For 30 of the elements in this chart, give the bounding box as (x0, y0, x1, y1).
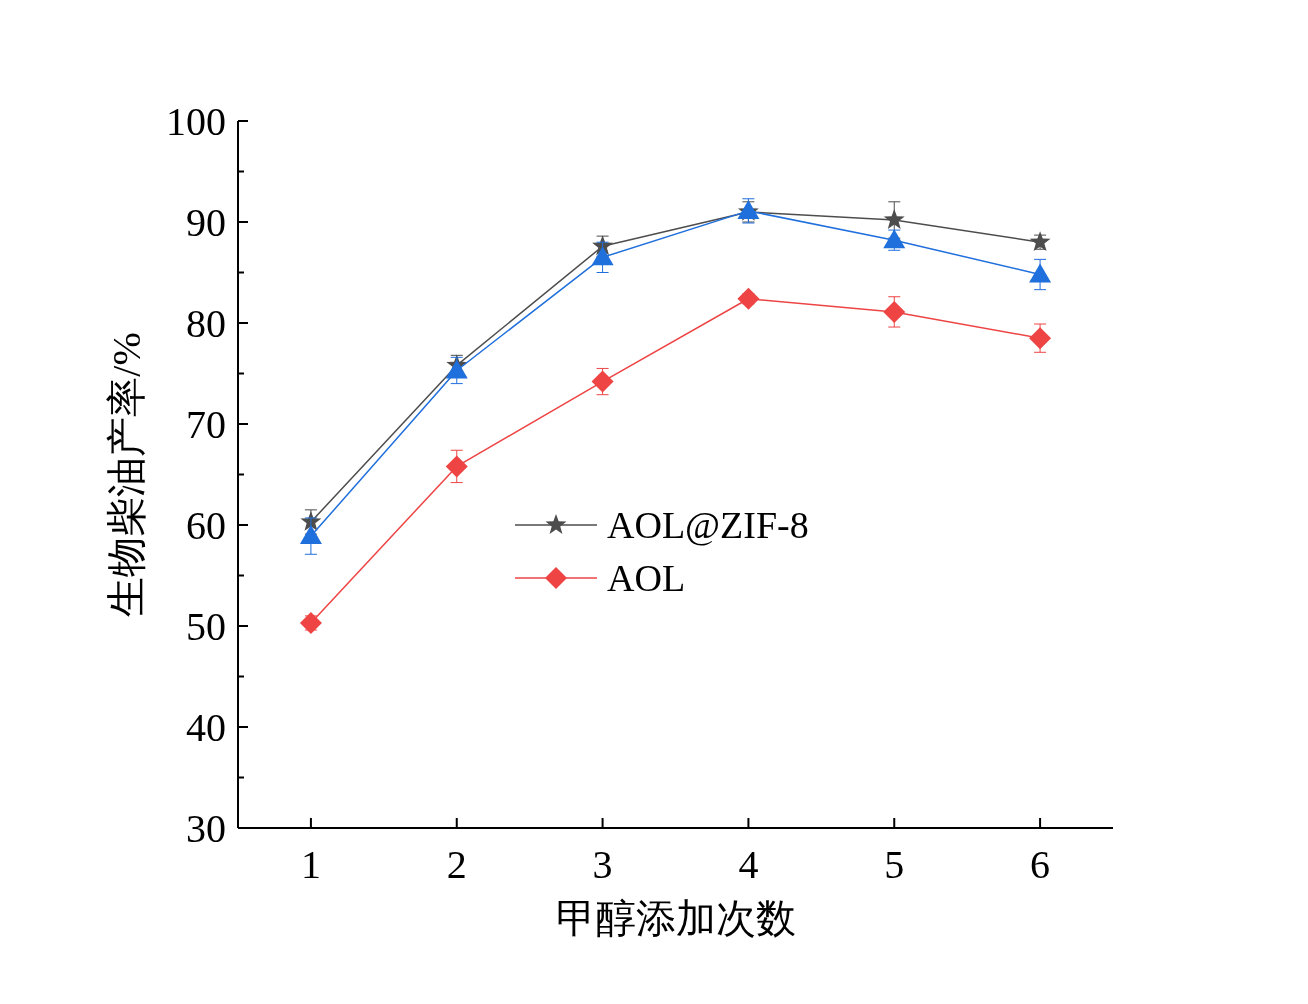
y-axis-title: 生物柴油产率/% (104, 332, 149, 617)
y-tick-label: 70 (186, 402, 226, 447)
point (883, 229, 906, 249)
legend-label: AOL (607, 557, 686, 599)
y-tick-label: 60 (186, 503, 226, 548)
x-axis-title: 甲醇添加次数 (555, 896, 796, 941)
point (1029, 263, 1052, 283)
y-tick-label: 40 (186, 705, 226, 750)
point (1029, 327, 1052, 350)
point (299, 525, 322, 545)
legend-label: AOL@ZIF-8 (607, 504, 809, 546)
x-tick-label: 1 (300, 842, 321, 887)
x-tick-label: 4 (738, 842, 759, 887)
point (591, 246, 614, 266)
y-tick-label: 50 (186, 604, 226, 649)
point (737, 287, 760, 310)
point (591, 370, 614, 393)
point (299, 611, 322, 634)
y-tick-label: 80 (186, 301, 226, 346)
point (445, 455, 468, 478)
x-tick-label: 3 (592, 842, 613, 887)
y-tick-label: 90 (186, 200, 226, 245)
y-tick-label: 100 (166, 99, 226, 144)
point (883, 300, 906, 323)
point (883, 208, 905, 229)
x-tick-label: 6 (1030, 842, 1051, 887)
x-tick-label: 5 (884, 842, 905, 887)
point (445, 359, 468, 379)
y-tick-label: 30 (186, 806, 226, 851)
x-tick-label: 2 (446, 842, 467, 887)
